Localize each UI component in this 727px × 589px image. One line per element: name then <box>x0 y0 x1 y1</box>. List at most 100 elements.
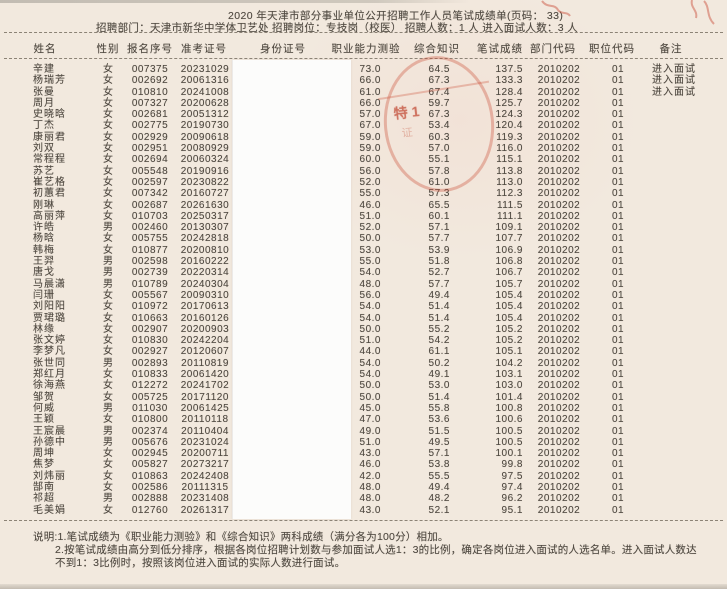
cell-knowledge: 51.4 <box>428 391 450 403</box>
cell-dept_code: 2010202 <box>537 323 581 335</box>
cell-gender: 女 <box>103 459 113 471</box>
cell-exam_no: 20090618 <box>180 131 230 143</box>
cell-gender: 女 <box>103 233 113 245</box>
page-title: 2020 年天津市部分事业单位公开招聘工作人员笔试成绩单(页码： 33) <box>228 10 564 22</box>
cell-ability: 61.0 <box>359 86 381 98</box>
cell-reg_no: 002460 <box>131 222 169 234</box>
cell-reg_no: 012760 <box>131 504 169 516</box>
cell-ability: 54.0 <box>359 369 381 381</box>
cell-total: 105.4 <box>495 301 523 313</box>
column-header-written-score: 笔试成绩 <box>477 43 523 55</box>
cell-exam_no: 20261630 <box>180 199 230 211</box>
cell-ability: 56.0 <box>359 289 381 301</box>
cell-reg_no: 005676 <box>131 436 169 448</box>
cell-dept_code: 2010202 <box>537 335 581 347</box>
cell-gender: 女 <box>103 414 113 426</box>
cell-total: 105.2 <box>495 335 523 347</box>
cell-dept_code: 2010202 <box>537 97 581 109</box>
cell-ability: 49.0 <box>359 425 381 437</box>
cell-gender: 女 <box>103 380 113 392</box>
table-row: 马晨潇 男 010789 20240304 48.0 57.7 105.7 2010202 01 <box>0 279 727 290</box>
cell-exam_no: 20200903 <box>180 323 230 335</box>
table-row: 韩梅 女 010877 20200810 53.0 53.9 106.9 2010202 01 <box>0 245 727 256</box>
cell-ability: 54.0 <box>359 357 381 369</box>
cell-exam_no: 20242818 <box>180 233 230 245</box>
cell-exam_no: 20200810 <box>180 244 230 256</box>
cell-name: 王羿 <box>33 256 55 268</box>
cell-pos_code: 01 <box>611 109 625 121</box>
table-row: 刘阳阳 女 010972 20170613 54.0 51.4 105.4 2010202 01 <box>0 301 727 312</box>
cell-reg_no: 010789 <box>131 278 169 290</box>
cell-ability: 66.0 <box>359 97 381 109</box>
cell-ability: 73.0 <box>359 64 381 75</box>
cell-dept_code: 2010202 <box>537 86 581 98</box>
cell-gender: 女 <box>103 323 113 335</box>
cell-remark: 进入面试 <box>652 64 696 75</box>
cell-reg_no: 010863 <box>131 470 169 482</box>
cell-exam_no: 20111315 <box>181 481 229 493</box>
cell-gender: 女 <box>103 301 113 313</box>
cell-reg_no: 010663 <box>131 312 169 324</box>
cell-gender: 女 <box>103 448 113 460</box>
cell-name: 史晓晗 <box>33 109 66 121</box>
cell-exam_no: 20080929 <box>180 143 230 155</box>
cell-total: 100.1 <box>495 448 523 460</box>
cell-ability: 48.0 <box>359 493 381 505</box>
cell-exam_no: 20242204 <box>180 335 230 347</box>
cell-gender: 女 <box>103 165 113 177</box>
table-row: 初蕙君 女 007342 20160727 55.0 57.3 112.3 2010202 01 <box>0 188 727 199</box>
cell-pos_code: 01 <box>611 176 625 188</box>
cell-dept_code: 2010202 <box>537 312 581 324</box>
table-row: 郜南 女 002586 20111315 48.0 49.4 97.4 2010202 01 <box>0 482 727 493</box>
cell-total: 100.5 <box>495 425 523 437</box>
cell-ability: 67.0 <box>359 120 381 132</box>
cell-gender: 女 <box>103 210 113 222</box>
cell-knowledge: 59.7 <box>428 97 450 109</box>
cell-knowledge: 49.4 <box>428 481 450 493</box>
cell-gender: 女 <box>103 188 113 200</box>
cell-ability: 51.0 <box>359 210 381 222</box>
cell-knowledge: 64.5 <box>428 64 450 75</box>
cell-gender: 女 <box>103 289 113 301</box>
cell-dept_code: 2010202 <box>537 131 581 143</box>
cell-reg_no: 007327 <box>131 97 169 109</box>
cell-dept_code: 2010202 <box>537 278 581 290</box>
cell-name: 初蕙君 <box>33 188 66 200</box>
cell-total: 104.2 <box>495 357 523 369</box>
cell-exam_no: 20231408 <box>180 493 230 505</box>
cell-dept_code: 2010202 <box>537 369 581 381</box>
cell-total: 100.5 <box>495 436 523 448</box>
cell-exam_no: 20160126 <box>180 312 230 324</box>
cell-reg_no: 005548 <box>131 165 169 177</box>
table-row: 王颖 女 010800 20110118 47.0 53.6 100.6 2010202 01 <box>0 414 727 425</box>
cell-pos_code: 01 <box>611 369 625 381</box>
cell-reg_no: 002927 <box>131 346 169 358</box>
cell-pos_code: 01 <box>611 470 625 482</box>
column-header-remark: 备注 <box>659 43 683 55</box>
cell-gender: 女 <box>103 109 113 121</box>
cell-name: 邹贺 <box>33 391 55 403</box>
table-row: 张文婷 女 010830 20242204 51.0 54.2 105.2 2010202 01 <box>0 335 727 346</box>
column-header-knowledge: 综合知识 <box>414 43 460 55</box>
cell-pos_code: 01 <box>611 425 625 437</box>
cell-reg_no: 005755 <box>131 233 169 245</box>
cell-ability: 50.0 <box>359 391 381 403</box>
cell-ability: 54.0 <box>359 267 381 279</box>
cell-reg_no: 002681 <box>131 109 169 121</box>
red-pen-mark-icon <box>690 0 715 25</box>
cell-gender: 男 <box>103 436 113 448</box>
cell-reg_no: 002739 <box>131 267 169 279</box>
cell-exam_no: 20190730 <box>180 120 230 132</box>
cell-total: 128.4 <box>495 86 523 98</box>
cell-total: 105.1 <box>495 346 523 358</box>
table-row: 张世同 男 002893 20110819 54.0 50.2 104.2 2010202 01 <box>0 358 727 369</box>
cell-total: 124.3 <box>495 109 523 121</box>
cell-name: 张文婷 <box>33 335 66 347</box>
cell-total: 106.7 <box>495 267 523 279</box>
cell-ability: 52.0 <box>359 222 381 234</box>
cell-total: 103.1 <box>495 369 523 381</box>
cell-exam_no: 20061316 <box>180 75 230 87</box>
cell-exam_no: 20231029 <box>180 64 230 75</box>
cell-name: 焦梦 <box>33 459 55 471</box>
cell-ability: 46.0 <box>359 199 381 211</box>
